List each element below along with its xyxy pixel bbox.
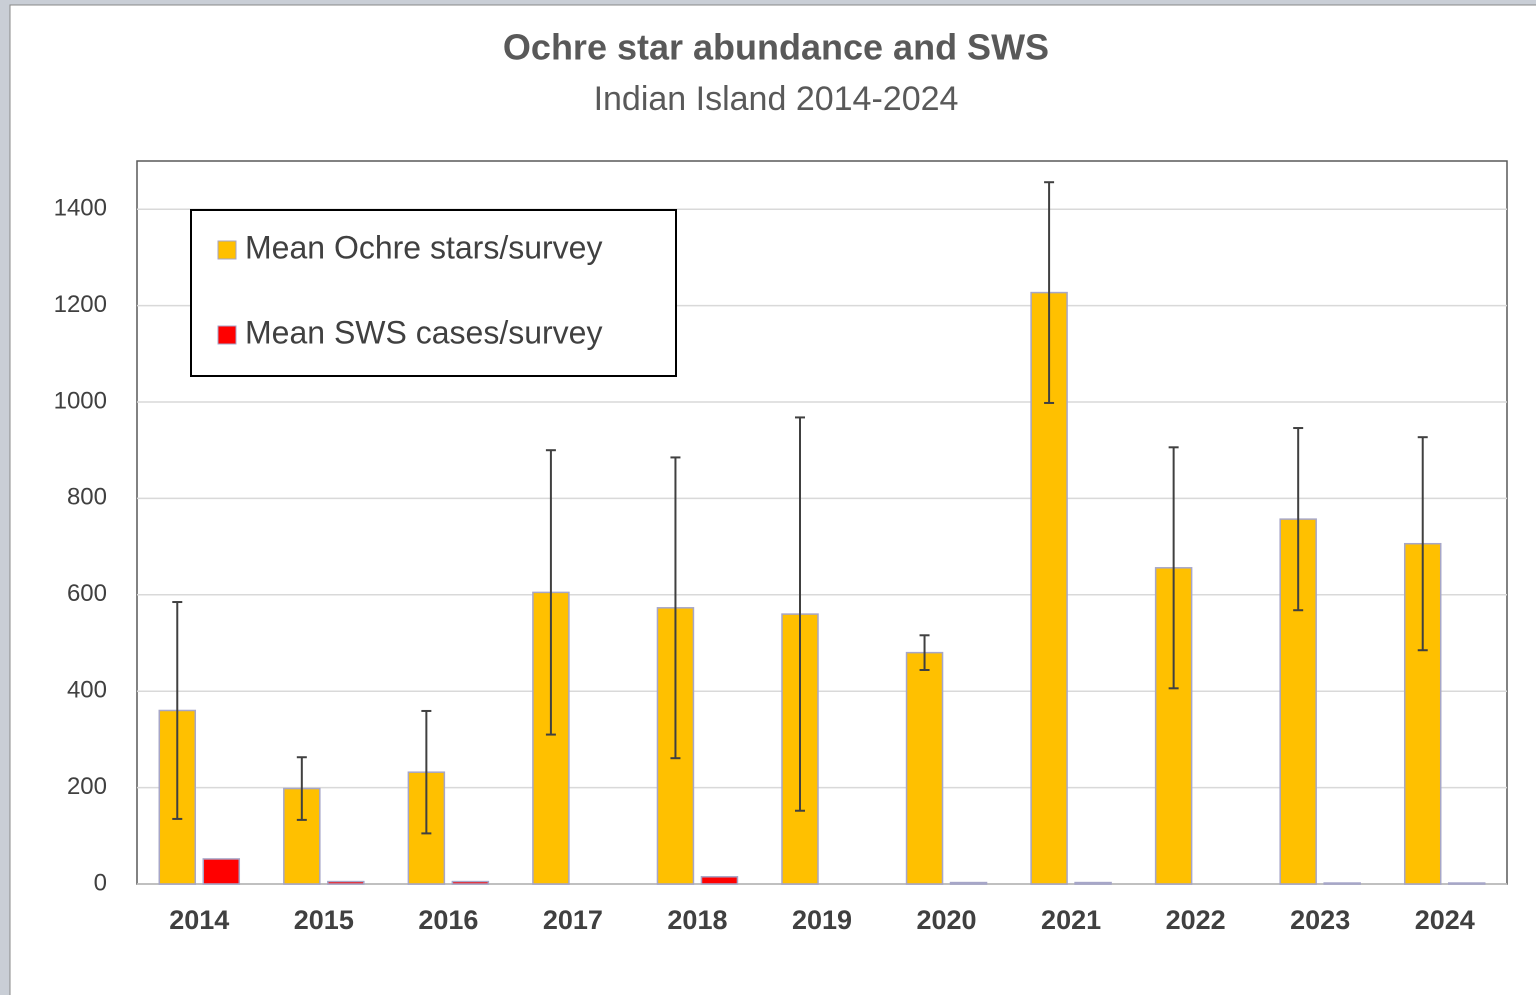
error-bar <box>1044 181 1055 404</box>
x-tick-label: 2015 <box>294 905 354 935</box>
chart-title: Ochre star abundance and SWS <box>503 27 1049 68</box>
error-bar <box>670 456 681 760</box>
y-tick-label: 600 <box>67 580 107 607</box>
x-tick-label: 2018 <box>667 905 727 935</box>
legend-swatch <box>217 325 237 345</box>
legend-swatch <box>217 240 237 260</box>
bar <box>1323 882 1361 885</box>
error-bar <box>296 756 307 821</box>
y-tick-label: 400 <box>67 677 107 704</box>
x-tick-label: 2023 <box>1290 905 1350 935</box>
bar <box>700 876 739 885</box>
x-tick-label: 2021 <box>1041 905 1101 935</box>
x-tick-label: 2016 <box>418 905 478 935</box>
bar <box>1447 882 1486 885</box>
x-tick-label: 2024 <box>1415 905 1475 935</box>
x-tick-label: 2014 <box>169 905 229 935</box>
error-bar <box>172 601 183 820</box>
x-tick-label: 2022 <box>1166 905 1226 935</box>
error-bar <box>795 416 805 812</box>
bar <box>202 858 241 885</box>
y-tick-label: 200 <box>67 773 107 800</box>
bar <box>1074 881 1112 885</box>
bar <box>949 881 988 885</box>
x-tick-label: 2017 <box>543 905 603 935</box>
legend-label: Mean Ochre stars/survey <box>245 229 602 265</box>
error-bar <box>1293 427 1304 612</box>
error-bar <box>545 449 556 736</box>
y-tick-label: 1000 <box>54 387 107 414</box>
error-bar <box>421 709 432 835</box>
bar <box>451 880 490 885</box>
y-tick-label: 800 <box>67 484 107 511</box>
y-tick-label: 1200 <box>54 291 107 318</box>
legend-box <box>190 209 677 377</box>
bar <box>905 651 944 885</box>
error-bar <box>1168 446 1179 690</box>
x-tick-label: 2019 <box>792 905 852 935</box>
x-tick-label: 2020 <box>917 905 977 935</box>
legend-label: Mean SWS cases/survey <box>245 314 602 350</box>
y-tick-label: 0 <box>94 869 107 896</box>
chart-subtitle: Indian Island 2014-2024 <box>594 80 959 118</box>
y-tick-label: 1400 <box>54 195 107 222</box>
error-bar <box>919 634 930 671</box>
error-bar <box>1417 436 1428 652</box>
bar <box>327 880 365 885</box>
